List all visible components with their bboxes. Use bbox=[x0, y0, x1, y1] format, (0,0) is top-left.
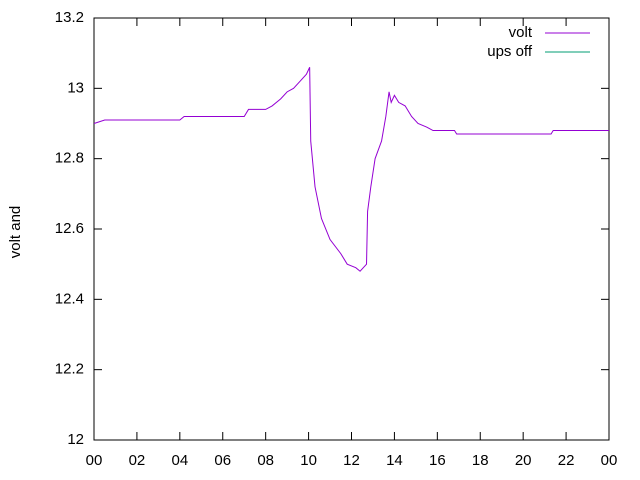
x-tick-label: 14 bbox=[386, 452, 403, 469]
legend-label: volt bbox=[509, 24, 533, 41]
y-tick-label: 12 bbox=[67, 431, 84, 448]
x-tick-label: 08 bbox=[257, 452, 274, 469]
x-tick-label: 10 bbox=[300, 452, 317, 469]
y-tick-label: 13 bbox=[67, 79, 84, 96]
x-tick-label: 04 bbox=[171, 452, 188, 469]
x-tick-label: 06 bbox=[214, 452, 231, 469]
x-tick-label: 00 bbox=[86, 452, 103, 469]
x-tick-label: 00 bbox=[601, 452, 618, 469]
y-tick-label: 12.8 bbox=[55, 150, 84, 167]
line bbox=[93, 67, 609, 272]
x-tick-label: 02 bbox=[129, 452, 146, 469]
x-tick-label: 22 bbox=[558, 452, 575, 469]
x-tick-label: 20 bbox=[515, 452, 532, 469]
x-tick-label: 16 bbox=[429, 452, 446, 469]
y-axis-label: volt and bbox=[7, 206, 24, 259]
y-tick-label: 13.2 bbox=[55, 9, 84, 26]
legend-label: ups off bbox=[487, 43, 533, 60]
y-tick-label: 12.2 bbox=[55, 361, 84, 378]
y-tick-label: 12.4 bbox=[55, 290, 84, 307]
y-tick-label: 12.6 bbox=[55, 220, 84, 237]
x-tick-label: 12 bbox=[343, 452, 360, 469]
x-tick-label: 18 bbox=[472, 452, 489, 469]
